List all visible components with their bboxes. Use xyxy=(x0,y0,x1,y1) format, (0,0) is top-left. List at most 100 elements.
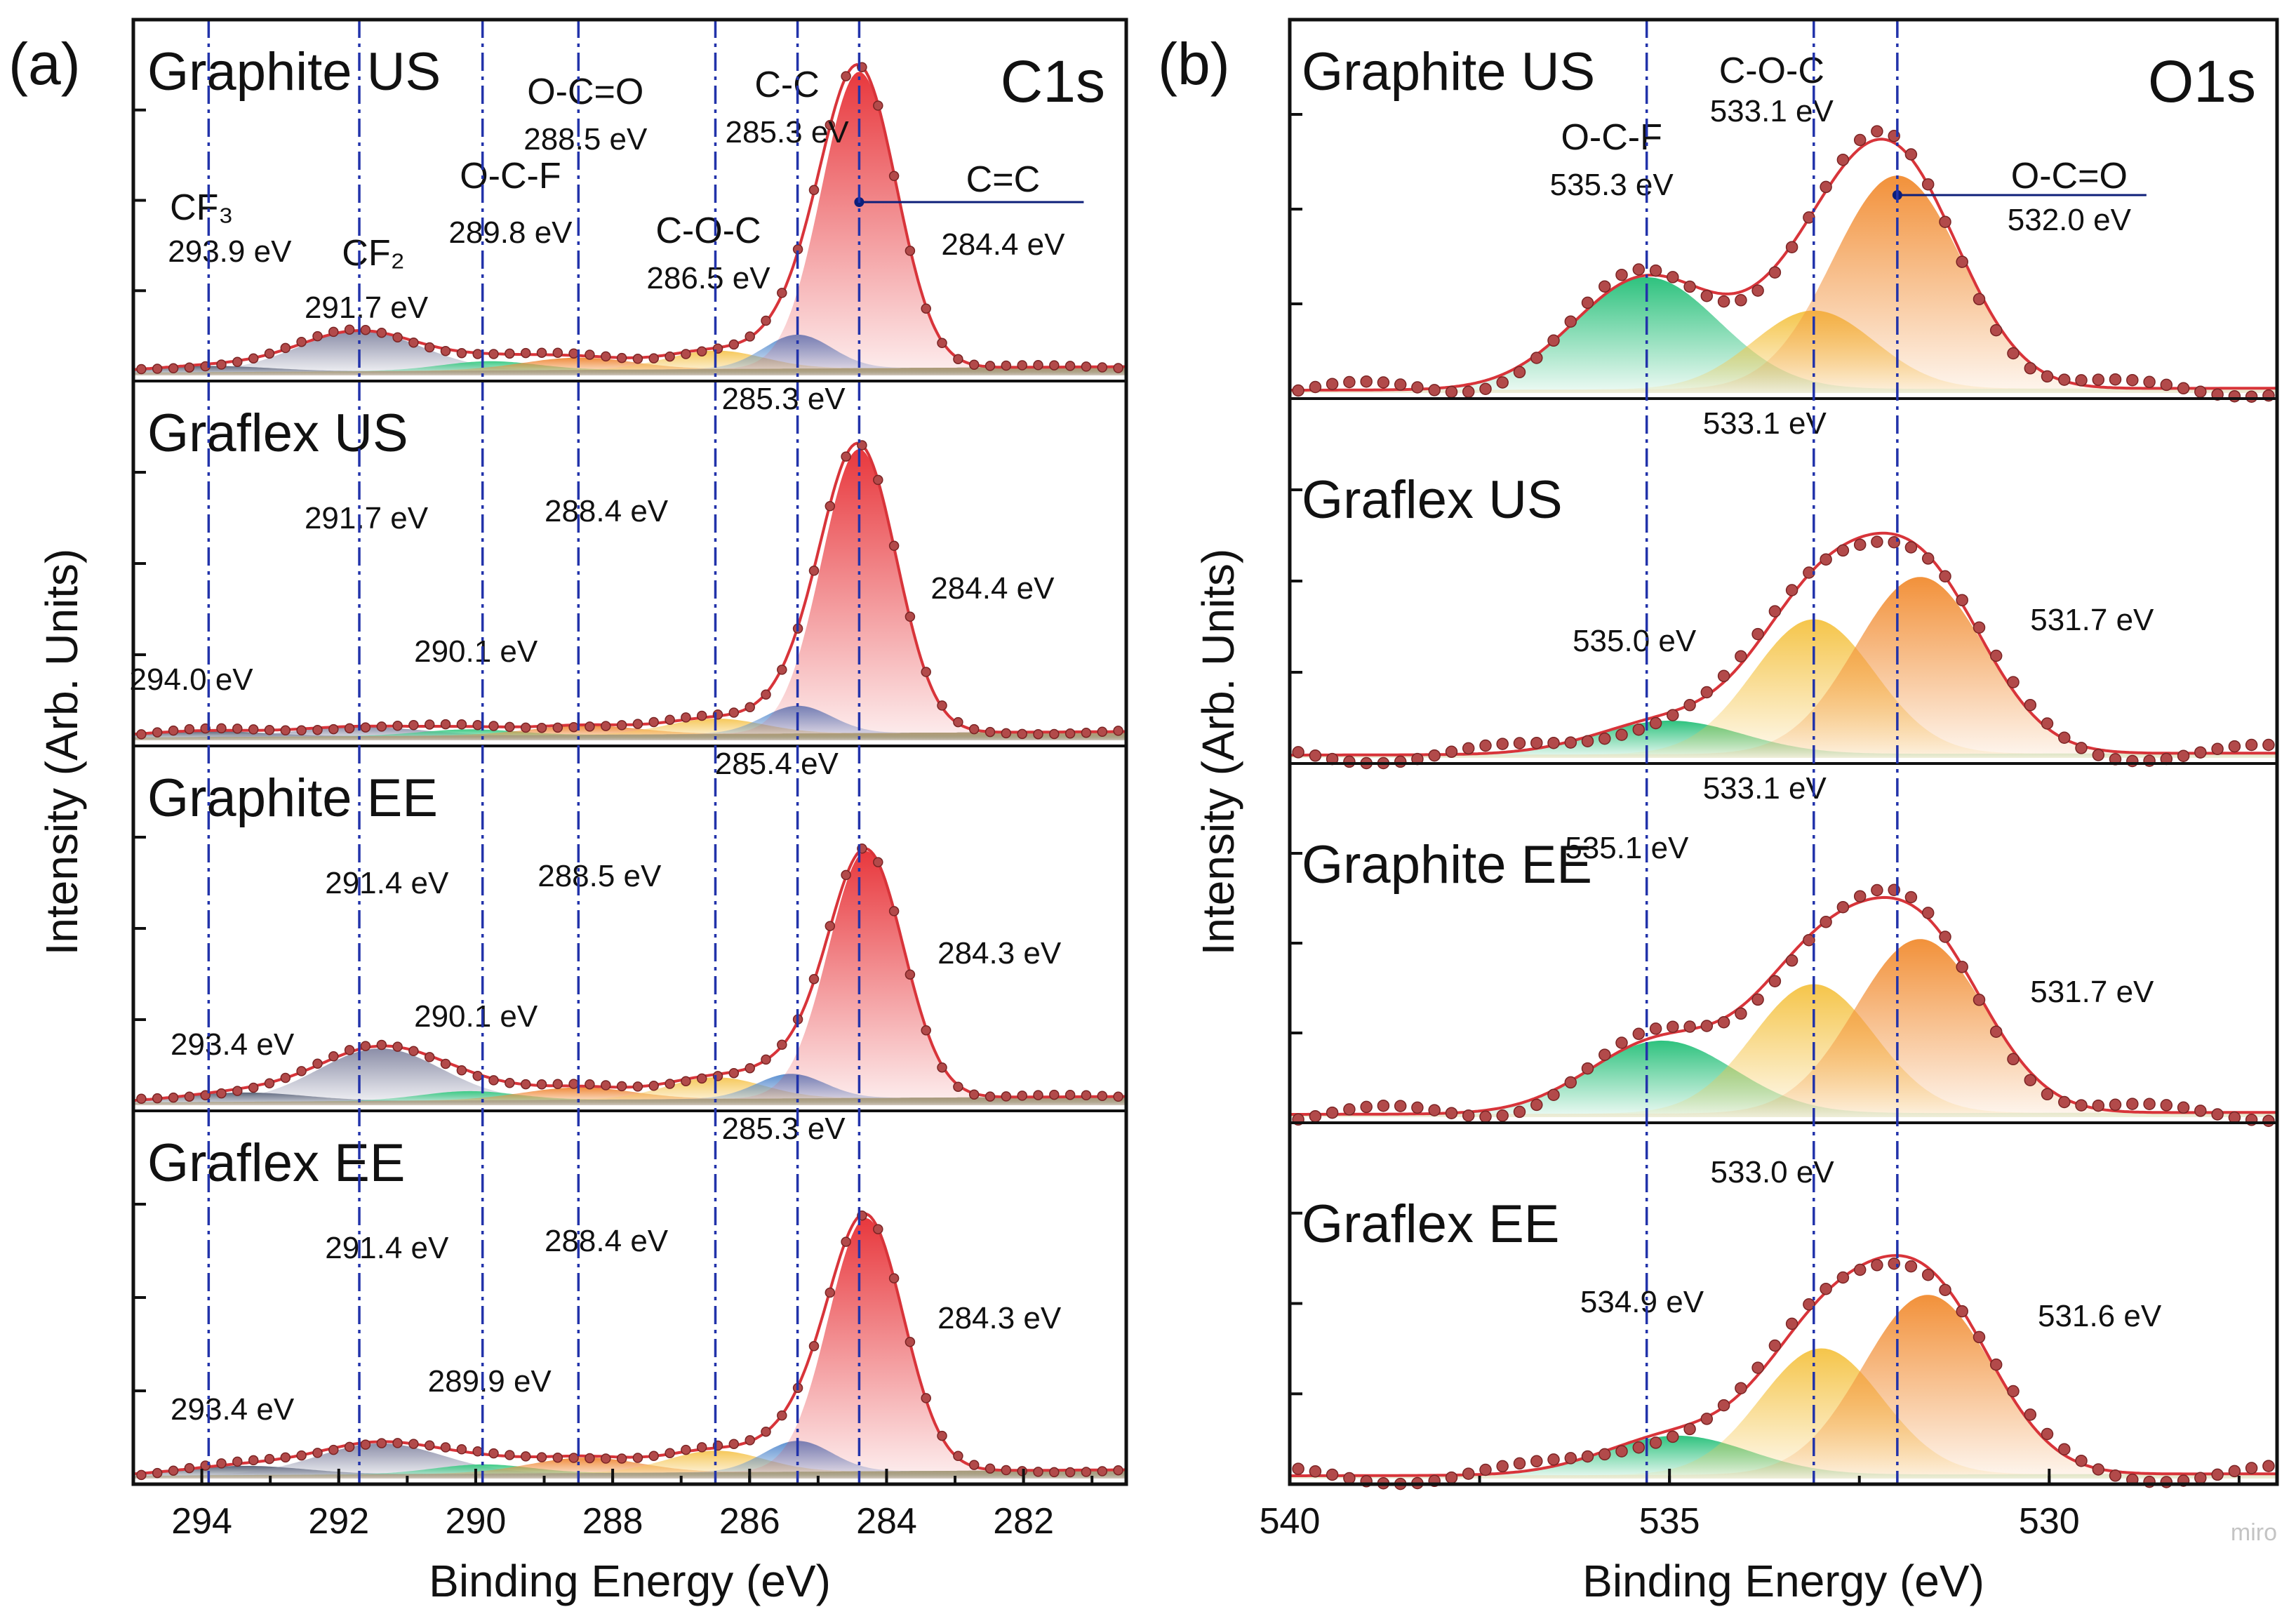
data-point xyxy=(1973,293,1986,306)
data-point xyxy=(953,1450,963,1462)
component-graflex-ee-c-o-c xyxy=(1290,1348,2277,1479)
data-point xyxy=(1989,1025,2003,1038)
peak-energy-graphite-ee-c-c: 284.3 eV xyxy=(937,936,1062,971)
data-point xyxy=(2262,1460,2275,1472)
data-point xyxy=(777,665,787,675)
data-point xyxy=(1836,900,1850,914)
data-point xyxy=(536,347,547,358)
data-point xyxy=(1309,1465,1322,1478)
data-point xyxy=(392,332,403,342)
data-point xyxy=(905,1337,916,1347)
data-point xyxy=(2041,1088,2054,1101)
component-graflex-us-c-c xyxy=(133,449,1126,740)
data-point xyxy=(1309,1109,1322,1123)
data-point xyxy=(985,361,996,371)
data-point xyxy=(248,1082,259,1093)
data-point xyxy=(745,331,755,342)
data-point xyxy=(665,1448,675,1458)
data-point xyxy=(1667,709,1679,721)
data-point xyxy=(505,721,515,733)
data-point xyxy=(568,721,579,733)
data-point xyxy=(1445,745,1458,759)
data-point xyxy=(1496,376,1509,389)
data-point xyxy=(953,1081,963,1092)
peak-energy-graflex-ee-c-o-c: 533.0 eV xyxy=(1711,1155,1835,1189)
data-point xyxy=(937,1062,947,1073)
data-point xyxy=(2262,1114,2275,1127)
data-point xyxy=(1097,1091,1108,1101)
data-point xyxy=(296,1450,307,1461)
data-point xyxy=(1309,380,1322,394)
data-point xyxy=(1547,736,1560,749)
data-point xyxy=(1836,153,1850,166)
data-point xyxy=(248,1455,259,1466)
data-point xyxy=(1785,1317,1798,1330)
data-point xyxy=(1445,385,1458,399)
data-point xyxy=(472,349,483,359)
peak-energy-graflex-us-o-c-o: 288.4 eV xyxy=(545,494,669,528)
data-point xyxy=(2041,717,2054,730)
data-point xyxy=(1683,1020,1696,1033)
data-point xyxy=(424,1440,435,1451)
data-point xyxy=(2245,738,2258,752)
data-point xyxy=(1904,148,1918,161)
data-point xyxy=(2092,1099,2105,1112)
data-point xyxy=(472,719,483,731)
data-point xyxy=(505,348,515,359)
peak-energy-graphite-us-o-c-f: 535.3 eV xyxy=(1550,168,1674,202)
data-point xyxy=(937,1430,947,1441)
data-point xyxy=(728,339,740,350)
data-point xyxy=(1292,1462,1304,1475)
data-point xyxy=(1717,669,1730,683)
data-point xyxy=(168,725,179,736)
data-point xyxy=(232,723,243,734)
data-point xyxy=(921,667,931,677)
data-point xyxy=(520,347,531,359)
x-axis-title: Binding Energy (eV) xyxy=(1582,1556,1984,1606)
data-point xyxy=(1547,1453,1560,1466)
data-point xyxy=(136,729,147,740)
data-point xyxy=(264,725,275,735)
peak-energy-graphite-us-c-c: 285.3 eV xyxy=(726,115,850,149)
data-point xyxy=(1530,1455,1543,1468)
data-point xyxy=(888,1273,900,1283)
data-point xyxy=(1989,1358,2003,1371)
data-point xyxy=(1097,362,1108,373)
data-point xyxy=(696,1073,707,1084)
peak-energy-graphite-us-o-c-o: 532.0 eV xyxy=(2008,203,2132,237)
data-point xyxy=(1428,1104,1441,1116)
data-point xyxy=(1803,933,1815,947)
data-point xyxy=(1615,1036,1628,1049)
component-graflex-us-c-o-c xyxy=(1290,619,2277,758)
data-point xyxy=(1717,1015,1730,1029)
peak-energy-graflex-ee-o-c-o: 288.4 eV xyxy=(545,1224,669,1258)
data-point xyxy=(1581,296,1594,309)
data-point xyxy=(136,1469,147,1481)
data-point xyxy=(1785,954,1798,967)
data-point xyxy=(264,1078,275,1089)
data-point xyxy=(857,440,867,451)
data-point xyxy=(1513,1457,1526,1470)
data-point xyxy=(1394,755,1407,768)
data-point xyxy=(440,719,451,730)
species-label-cf: CF₂ xyxy=(342,233,405,274)
data-point xyxy=(1411,381,1424,394)
data-point xyxy=(1836,1271,1850,1284)
data-point xyxy=(968,1089,980,1100)
data-point xyxy=(1649,1436,1662,1449)
stack-graphite-ee xyxy=(133,843,1126,1105)
data-point xyxy=(953,716,963,728)
data-point xyxy=(1683,699,1696,712)
stack-graphite-us xyxy=(133,62,1126,376)
data-point xyxy=(216,723,227,734)
peak-energy-graphite-us-c-o-c: 533.1 eV xyxy=(1710,94,1834,128)
data-point xyxy=(2126,373,2139,387)
peak-energy-graflex-us-cf: 294.0 eV xyxy=(130,662,254,697)
data-point xyxy=(585,349,595,360)
data-point xyxy=(184,1091,195,1102)
data-point xyxy=(552,347,563,359)
component-graflex-ee-c-c xyxy=(133,1218,1126,1479)
species-label-c-c: C-C xyxy=(754,65,819,105)
data-point xyxy=(681,1076,691,1086)
component-graphite-us-c-c xyxy=(133,72,1126,376)
